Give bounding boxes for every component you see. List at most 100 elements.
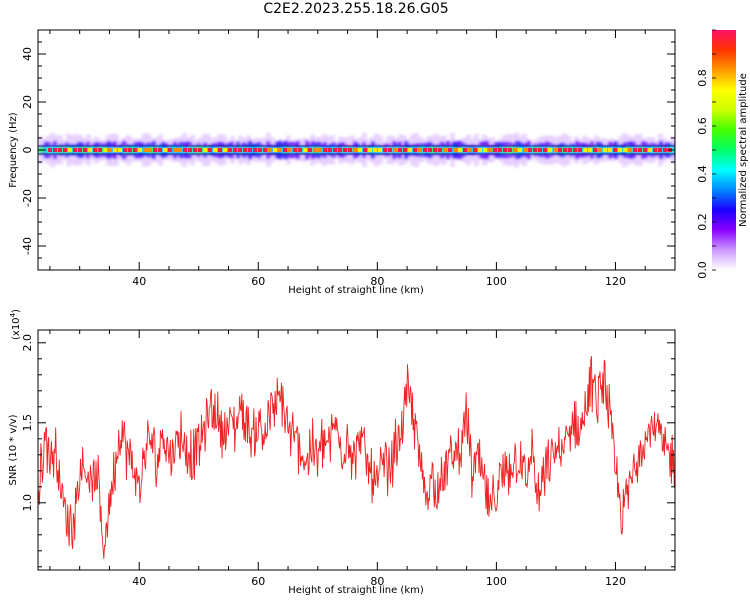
- heatmap-peak-cell: [463, 148, 467, 152]
- heatmap-y-ticks: -40 -20 0 20 40: [21, 29, 675, 271]
- heatmap-peak-cell: [178, 148, 182, 152]
- heatmap-peak-cell: [413, 148, 417, 152]
- heatmap-peak-cell: [618, 148, 622, 152]
- heatmap-peak-cell: [608, 148, 612, 152]
- y-tick-label: 2.0: [21, 334, 34, 352]
- heatmap-peak-cell: [173, 148, 177, 152]
- heatmap-peak-cell: [128, 148, 132, 152]
- y-tick-label: -20: [21, 189, 34, 207]
- heatmap-peak-cell: [298, 148, 302, 152]
- heatmap-peak-cell: [408, 148, 412, 152]
- snr-multiplier-label: (x104): [9, 309, 22, 340]
- heatmap-peak-cell: [593, 148, 597, 152]
- heatmap-peak-cell: [138, 148, 142, 152]
- colorbar-tick-label: 0.6: [696, 117, 709, 135]
- heatmap-x-ticks: 40 60 80 100 120: [49, 30, 676, 288]
- heatmap-peak-cell: [393, 148, 397, 152]
- heatmap-peak-cell: [398, 148, 402, 152]
- y-tick-label: -40: [21, 237, 34, 255]
- heatmap-peak-cell: [513, 148, 517, 152]
- heatmap-peak-cell: [663, 148, 667, 152]
- heatmap-peak-cell: [643, 148, 647, 152]
- heatmap-peak-cell: [558, 148, 562, 152]
- heatmap-peak-cell: [263, 148, 267, 152]
- heatmap-peak-cell: [103, 148, 107, 152]
- heatmap-peak-cell: [313, 148, 317, 152]
- heatmap-peak-cell: [528, 148, 532, 152]
- heatmap-peak-cell: [383, 148, 387, 152]
- colorbar-tick-label: 0.0: [696, 261, 709, 279]
- heatmap-peak-cell: [478, 148, 482, 152]
- heatmap-peak-cell: [568, 148, 572, 152]
- heatmap-peak-cell: [633, 148, 637, 152]
- heatmap-peak-cell: [533, 148, 537, 152]
- heatmap-peak-cell: [603, 148, 607, 152]
- y-tick-label: 0: [21, 147, 34, 154]
- heatmap-peak-cell: [388, 148, 392, 152]
- heatmap-peak-cell: [333, 148, 337, 152]
- heatmap-peak-cell: [293, 148, 297, 152]
- heatmap-peak-cell: [123, 148, 127, 152]
- heatmap-peak-cell: [433, 148, 437, 152]
- heatmap-peak-cell: [113, 148, 117, 152]
- chart-title: C2E2.2023.255.18.26.G05: [263, 1, 449, 17]
- heatmap-peak-cell: [268, 148, 272, 152]
- heatmap-peak-cell: [353, 148, 357, 152]
- heatmap-peak-cell: [228, 148, 232, 152]
- heatmap-peak-cell: [638, 148, 642, 152]
- heatmap-peak-cell: [583, 148, 587, 152]
- snr-y-ticks: 1.0 1.5 2.0: [21, 334, 675, 568]
- heatmap-y-axis-label: Frequency (Hz): [8, 112, 19, 188]
- heatmap-peak-cell: [283, 148, 287, 152]
- heatmap-peak-cell: [563, 148, 567, 152]
- heatmap-peak-cell: [458, 148, 462, 152]
- x-tick-label: 120: [605, 275, 626, 288]
- heatmap-peak-cell: [218, 148, 222, 152]
- heatmap-peak-cell: [373, 148, 377, 152]
- heatmap-peak-cell: [83, 148, 87, 152]
- snr-line-data: [38, 356, 675, 559]
- heatmap-peak-cell: [153, 148, 157, 152]
- x-tick-label: 60: [251, 275, 265, 288]
- heatmap-peak-cell: [93, 148, 97, 152]
- heatmap-peak-cell: [213, 148, 217, 152]
- snr-plot-frame: [37, 329, 676, 571]
- x-tick-label: 100: [486, 575, 507, 588]
- heatmap-peak-cell: [378, 148, 382, 152]
- heatmap-peak-cell: [88, 148, 92, 152]
- heatmap-peak-cell: [598, 148, 602, 152]
- heatmap-peak-cell: [318, 148, 322, 152]
- heatmap-peak-cell: [628, 148, 632, 152]
- heatmap-peak-cell: [98, 148, 102, 152]
- heatmap-peak-cell: [403, 148, 407, 152]
- heatmap-peak-cell: [53, 148, 57, 152]
- heatmap-peak-cell: [573, 148, 577, 152]
- heatmap-peak-cell: [483, 148, 487, 152]
- heatmap-peak-cell: [108, 148, 112, 152]
- heatmap-peak-cell: [288, 148, 292, 152]
- heatmap-peak-cell: [518, 148, 522, 152]
- heatmap-peak-cell: [148, 148, 152, 152]
- heatmap-peak-cell: [453, 148, 457, 152]
- heatmap-peak-cell: [158, 148, 162, 152]
- heatmap-peak-cell: [523, 148, 527, 152]
- heatmap-peak-cell: [163, 148, 167, 152]
- heatmap-peak-cell: [543, 148, 547, 152]
- y-tick-label: 1.5: [21, 414, 34, 432]
- x-tick-label: 80: [370, 275, 384, 288]
- heatmap-peak-cell: [438, 148, 442, 152]
- x-tick-label: 80: [370, 575, 384, 588]
- heatmap-peak-cell: [498, 148, 502, 152]
- x-tick-label: 60: [251, 575, 265, 588]
- heatmap-peak-cell: [613, 148, 617, 152]
- heatmap-peak-cell: [243, 148, 247, 152]
- colorbar-ticks: 0.0 0.2 0.4 0.6 0.8: [696, 29, 716, 279]
- colorbar-tick-label: 0.4: [696, 165, 709, 183]
- heatmap-peak-cell: [143, 148, 147, 152]
- heatmap-peak-cell: [168, 148, 172, 152]
- colorbar-tick-label: 0.2: [696, 213, 709, 231]
- heatmap-peak-cell: [68, 148, 72, 152]
- colorbar-tick-label: 0.8: [696, 69, 709, 87]
- snr-trace: [38, 356, 675, 559]
